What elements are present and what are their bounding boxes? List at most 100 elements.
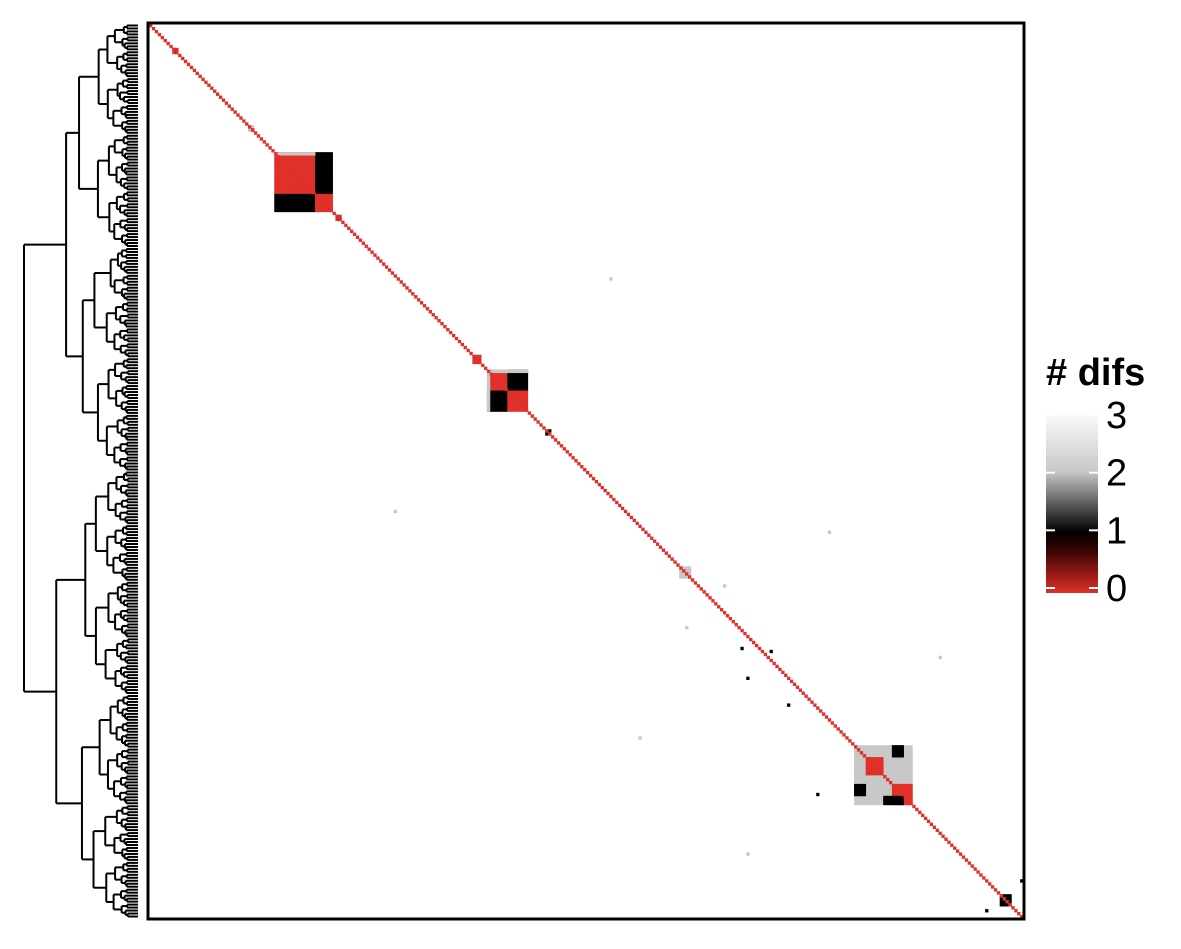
block-cell	[294, 205, 298, 210]
diagonal-cell	[915, 807, 919, 812]
diagonal-cell	[880, 771, 884, 776]
block-cell	[326, 202, 331, 207]
diagonal-cell	[166, 41, 170, 46]
block-cell	[501, 405, 505, 409]
block-cell	[312, 187, 316, 192]
block-cell	[507, 372, 511, 377]
diagonal-cell	[536, 420, 540, 424]
block-cell	[498, 387, 502, 391]
scattered-cell	[638, 736, 642, 740]
block-cell	[315, 184, 319, 189]
block-cell	[312, 205, 316, 210]
diagonal-cell	[603, 488, 607, 493]
diagonal-cell	[393, 274, 398, 278]
block-cell	[865, 769, 869, 773]
diagonal-cell	[478, 360, 482, 365]
block-cell	[329, 178, 333, 183]
block-cell	[909, 769, 913, 773]
diagonal-cell	[250, 128, 255, 132]
block-cell	[888, 774, 893, 779]
block-cell	[312, 184, 316, 189]
block-cell	[294, 181, 298, 186]
block-cell	[501, 372, 505, 377]
block-cell	[897, 801, 902, 806]
block-cell	[894, 757, 899, 761]
block-cell	[323, 193, 328, 198]
block-cell	[320, 161, 325, 165]
block-cell	[303, 152, 307, 156]
block-cell	[856, 760, 861, 764]
diagonal-cell	[466, 348, 470, 353]
block-cell	[891, 771, 896, 776]
block-cell	[315, 158, 319, 162]
block-cell	[504, 399, 508, 403]
block-cell	[518, 387, 523, 391]
diagonal-cell	[495, 378, 499, 382]
block-cell	[288, 199, 293, 204]
block-cell	[862, 774, 867, 779]
block-cell	[886, 748, 890, 752]
scattered-cell	[938, 655, 942, 660]
legend-tick-label: 1	[1106, 510, 1127, 552]
block-cell	[510, 381, 514, 385]
block-cell	[854, 754, 858, 758]
block-cell	[880, 760, 884, 764]
block-cell	[685, 569, 689, 573]
diagonal-cell	[766, 655, 770, 660]
block-cell	[280, 173, 284, 177]
block-cell	[498, 393, 502, 397]
block-cell	[909, 795, 913, 800]
diagonal-cell	[399, 280, 403, 284]
block-cell	[315, 208, 319, 213]
diagonal-cell	[172, 47, 176, 52]
block-cell	[300, 190, 304, 195]
diagonal-cell	[935, 828, 939, 832]
diagonal-cell	[848, 739, 852, 743]
block-cell	[507, 402, 511, 406]
block-cell	[285, 205, 290, 210]
diagonal-cell	[265, 143, 269, 147]
diagonal-cell	[635, 521, 639, 526]
block-cell	[871, 786, 875, 791]
block-cell	[315, 196, 319, 201]
block-cell	[865, 801, 869, 806]
diagonal-cell	[341, 220, 345, 225]
diagonal-cell	[542, 426, 546, 430]
block-cell	[501, 408, 505, 412]
block-cell	[277, 178, 281, 183]
block-cell	[306, 161, 310, 165]
diagonal-cell	[186, 62, 191, 67]
block-cell	[315, 190, 319, 195]
diagonal-cell	[947, 840, 951, 844]
block-cell	[909, 745, 913, 749]
diagonal-cell	[973, 867, 977, 871]
block-cell	[323, 155, 328, 159]
block-cell	[317, 175, 322, 180]
block-cell	[883, 754, 887, 758]
block-cell	[283, 199, 287, 204]
block-cell	[285, 187, 290, 192]
block-cell	[521, 372, 526, 377]
block-cell	[883, 798, 887, 803]
block-cell	[891, 780, 896, 785]
block-cell	[868, 801, 872, 806]
block-cell	[874, 771, 878, 776]
block-cell	[886, 783, 890, 788]
block-cell	[856, 792, 861, 797]
block-cell	[868, 777, 872, 782]
block-cell	[862, 798, 867, 803]
block-cell	[291, 202, 296, 207]
legend-ticks: 3 2 1 0	[1046, 395, 1127, 610]
block-cell	[309, 152, 313, 156]
block-cell	[679, 569, 683, 573]
block-cell	[280, 178, 284, 183]
block-cell	[874, 777, 878, 782]
block-cell	[306, 181, 310, 186]
block-cell	[524, 381, 529, 385]
block-cell	[888, 763, 893, 767]
diagonal-cell	[743, 631, 747, 636]
block-cell	[288, 181, 293, 186]
block-cell	[297, 187, 301, 192]
diagonal-cell	[189, 65, 194, 70]
diagonal-cell	[685, 572, 689, 576]
